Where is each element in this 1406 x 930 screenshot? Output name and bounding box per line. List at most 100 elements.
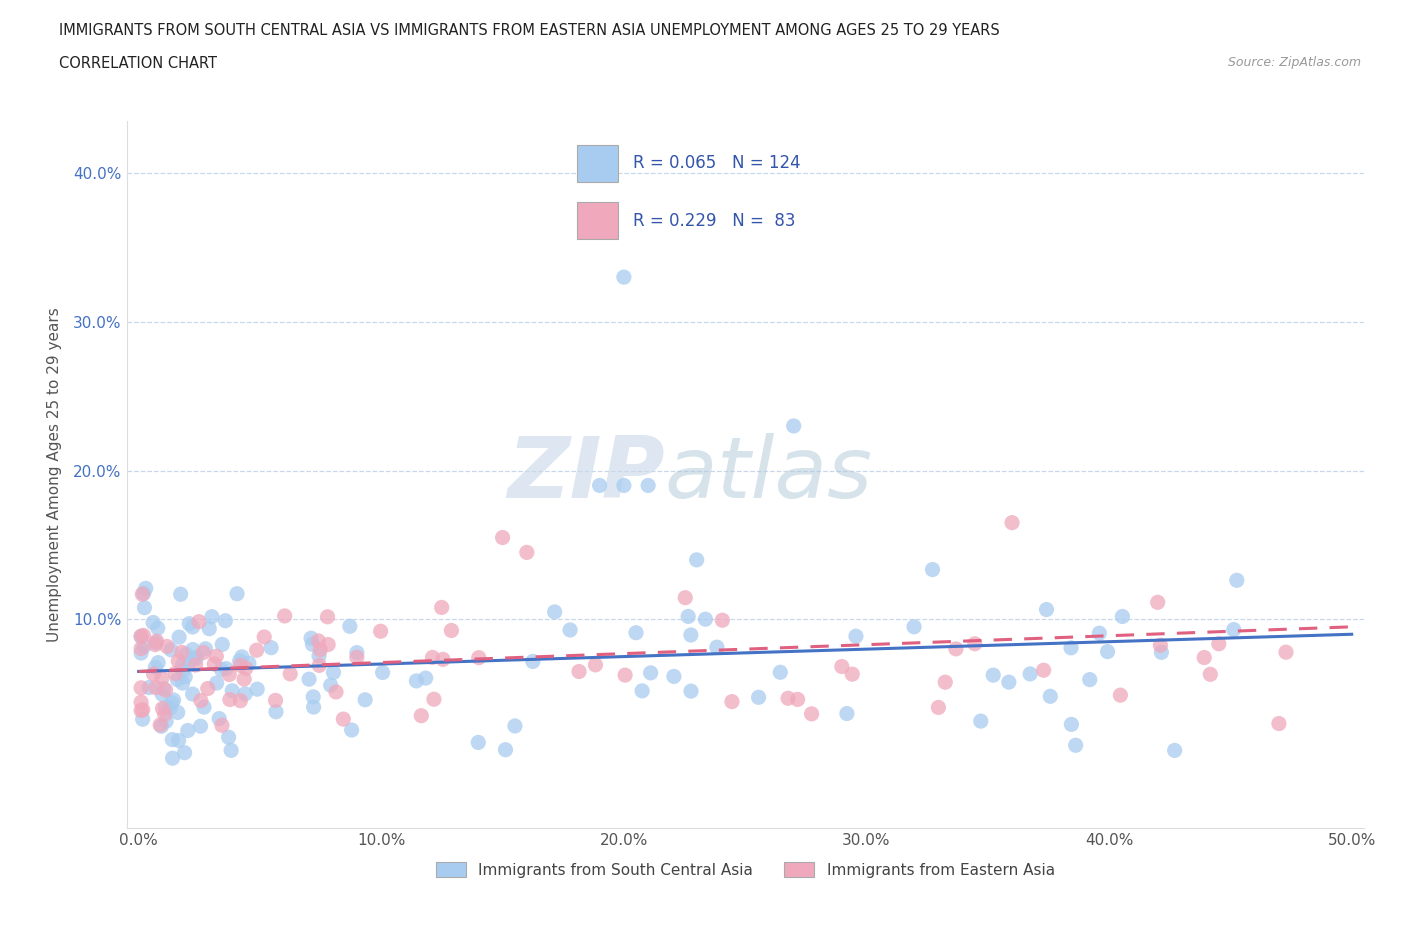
Point (218, 692, 240, 707)
Point (503, 719, 526, 734)
Point (299, 631, 322, 645)
Point (430, 600, 453, 615)
Point (711, 613, 734, 628)
Point (129, 641, 152, 656)
Point (1199, 667, 1222, 682)
Point (273, 608, 295, 623)
Point (370, 624, 392, 639)
Point (160, 696, 183, 711)
Point (1088, 626, 1111, 641)
Point (423, 692, 446, 707)
Point (769, 665, 792, 680)
Point (186, 651, 208, 666)
Point (346, 645, 368, 660)
Point (194, 642, 217, 657)
Point (831, 659, 853, 674)
Point (193, 645, 215, 660)
Point (142, 615, 165, 630)
Point (835, 706, 858, 721)
Point (132, 702, 155, 717)
Point (162, 732, 184, 747)
Point (800, 707, 823, 722)
Point (491, 530, 513, 545)
Point (637, 478, 659, 493)
Point (662, 669, 685, 684)
Point (231, 649, 253, 664)
Point (166, 705, 188, 720)
Point (927, 700, 949, 715)
Point (695, 612, 717, 627)
Point (181, 619, 204, 634)
Point (903, 619, 925, 634)
Point (201, 609, 224, 624)
Point (215, 661, 238, 676)
Point (134, 600, 156, 615)
Point (640, 666, 662, 681)
Point (778, 691, 800, 706)
Point (159, 700, 181, 715)
Point (1208, 636, 1230, 651)
Point (748, 690, 770, 705)
Point (264, 693, 287, 708)
Point (316, 637, 339, 652)
Point (246, 643, 269, 658)
Text: CORRELATION CHART: CORRELATION CHART (59, 56, 217, 71)
Point (129, 681, 152, 696)
Point (339, 618, 361, 633)
Text: atlas: atlas (665, 432, 873, 516)
Point (149, 717, 172, 732)
Point (302, 689, 325, 704)
Point (152, 681, 174, 696)
Point (211, 718, 233, 733)
Point (316, 609, 339, 624)
Point (422, 650, 444, 665)
Point (228, 654, 250, 669)
Point (1226, 573, 1249, 588)
Point (1149, 638, 1171, 653)
Point (167, 654, 190, 669)
Point (411, 709, 433, 724)
Point (129, 629, 152, 644)
Point (143, 660, 166, 675)
Point (1078, 672, 1101, 687)
Point (614, 668, 637, 683)
Point (613, 478, 636, 493)
Point (165, 666, 187, 681)
Point (142, 667, 165, 682)
Point (322, 665, 344, 680)
Point (184, 650, 207, 665)
Point (278, 667, 301, 682)
Point (145, 680, 167, 695)
Point (1064, 737, 1087, 752)
Point (146, 620, 169, 635)
Point (1275, 644, 1298, 659)
Point (1019, 667, 1042, 682)
Point (685, 552, 707, 567)
Point (1109, 687, 1132, 702)
Point (440, 623, 463, 638)
Point (495, 742, 517, 757)
Point (172, 676, 194, 691)
Point (432, 652, 454, 667)
Point (1035, 602, 1057, 617)
Point (132, 628, 155, 643)
Point (679, 628, 702, 643)
Point (467, 735, 489, 750)
Point (174, 670, 197, 684)
Point (1222, 622, 1244, 637)
Point (253, 630, 276, 644)
Text: Source: ZipAtlas.com: Source: ZipAtlas.com (1227, 56, 1361, 69)
Point (152, 701, 174, 716)
Point (129, 629, 152, 644)
Point (1060, 717, 1083, 732)
Point (131, 711, 153, 726)
Point (325, 684, 347, 699)
Point (934, 675, 956, 690)
Point (129, 703, 152, 718)
Point (307, 633, 329, 648)
Point (340, 723, 363, 737)
Point (160, 643, 183, 658)
Point (998, 674, 1021, 689)
Legend: Immigrants from South Central Asia, Immigrants from Eastern Asia: Immigrants from South Central Asia, Immi… (429, 856, 1062, 884)
Point (301, 637, 323, 652)
